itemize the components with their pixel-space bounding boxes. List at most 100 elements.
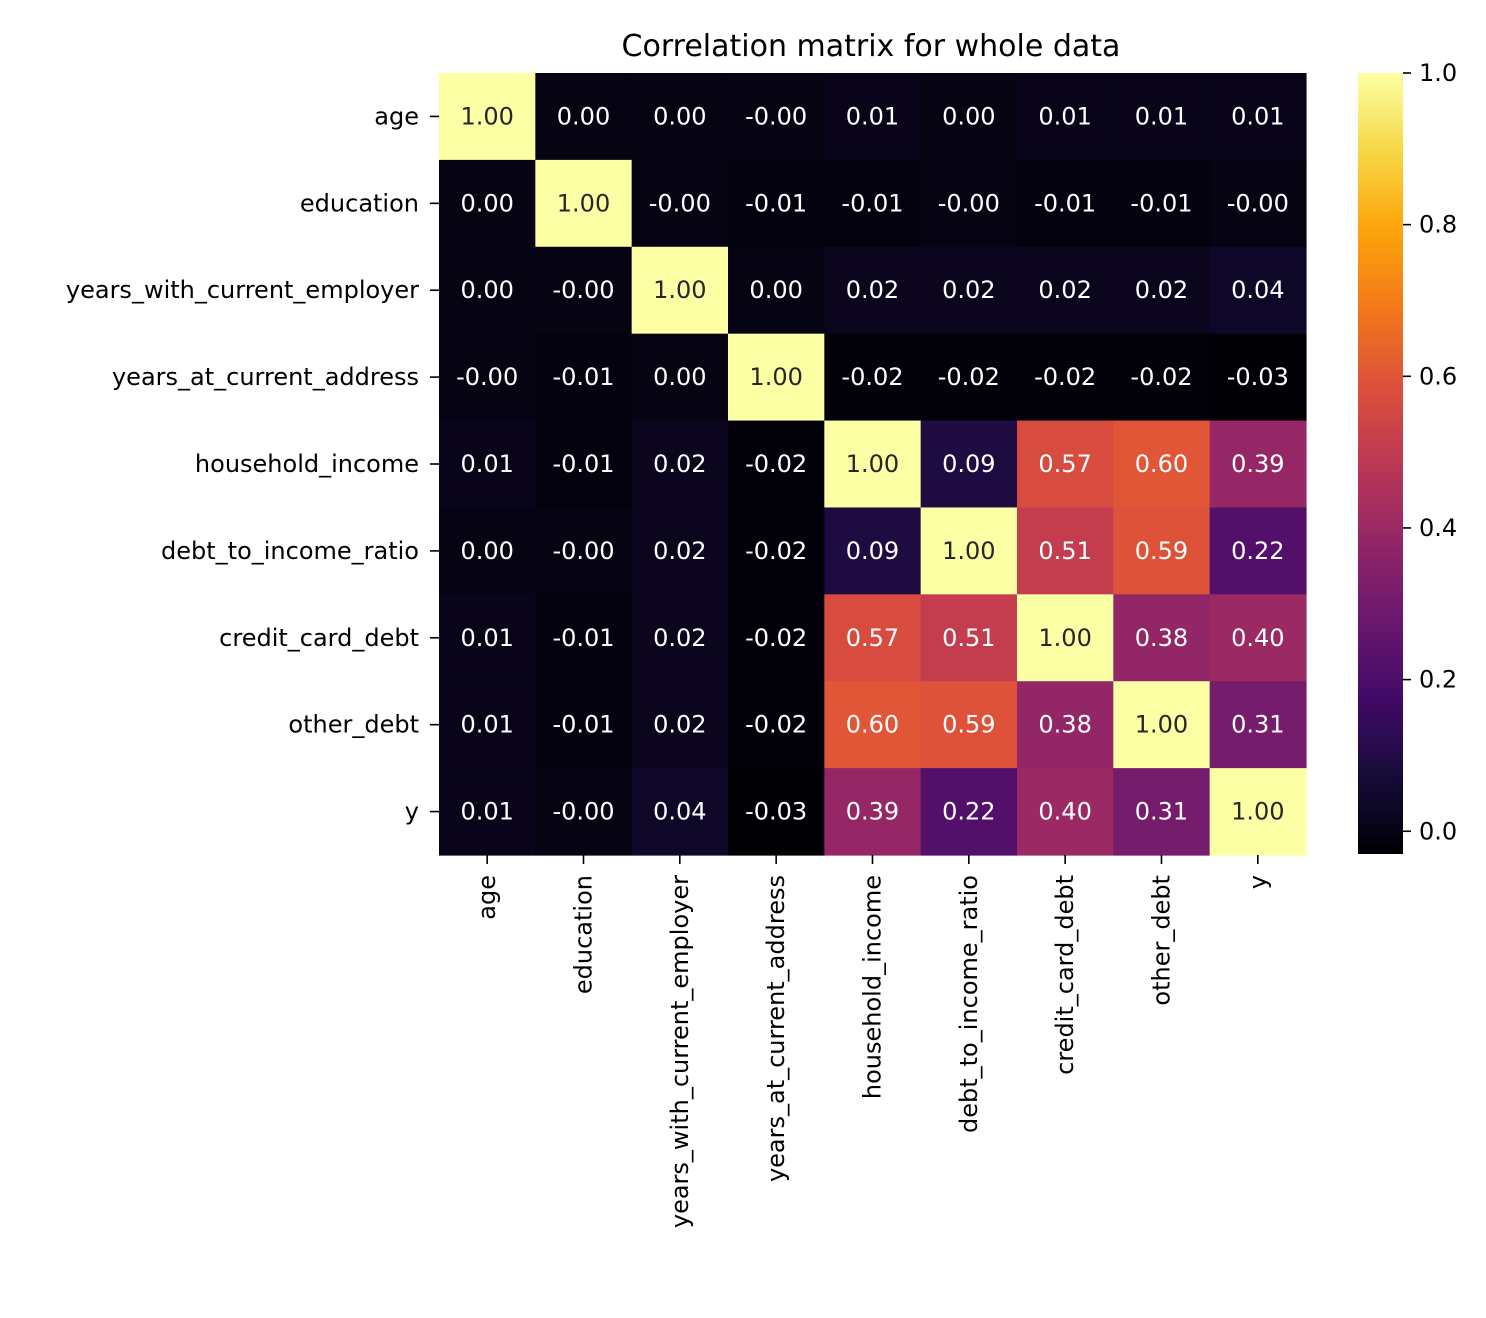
row-label-4: household_income <box>195 450 419 478</box>
heatmap-cell-4-4 <box>824 420 922 509</box>
heatmap-cell-5-8 <box>1209 507 1307 595</box>
cell-label-1-3: -0.01 <box>745 189 807 217</box>
cell-label-8-5: 0.22 <box>942 798 995 826</box>
column-label-3: years_at_current_address <box>762 875 790 1182</box>
heatmap-cell-6-2 <box>631 594 729 682</box>
cell-label-0-1: 0.00 <box>557 102 610 130</box>
cell-label-1-7: -0.01 <box>1130 189 1192 217</box>
row-label-6: credit_card_debt <box>219 624 419 652</box>
cell-label-8-7: 0.31 <box>1135 798 1188 826</box>
cell-label-6-0: 0.01 <box>460 624 513 652</box>
heatmap-cell-3-2 <box>631 333 729 422</box>
heatmap-cell-8-5 <box>920 768 1018 856</box>
heatmap-cell-4-2 <box>631 420 729 509</box>
cell-label-5-8: 0.22 <box>1231 537 1284 565</box>
heatmap-cell-0-3 <box>727 73 825 161</box>
cell-label-3-7: -0.02 <box>1130 363 1192 391</box>
heatmap-cell-6-4 <box>824 594 922 682</box>
cell-label-6-6: 1.00 <box>1038 624 1091 652</box>
heatmap-cell-1-0 <box>439 159 536 248</box>
heatmap-cell-7-1 <box>535 681 633 769</box>
cell-label-0-4: 0.01 <box>846 102 899 130</box>
cell-label-5-3: -0.02 <box>745 537 807 565</box>
cell-label-8-8: 1.00 <box>1231 798 1284 826</box>
heatmap-cell-3-7 <box>1113 333 1211 422</box>
cell-label-2-0: 0.00 <box>460 276 513 304</box>
row-label-0: age <box>374 102 419 130</box>
cell-label-3-3: 1.00 <box>749 363 802 391</box>
heatmap-cell-0-0 <box>439 73 536 161</box>
row-label-2: years_with_current_employer <box>66 276 419 304</box>
heatmap-cell-2-3 <box>727 246 825 335</box>
heatmap-cell-6-7 <box>1113 594 1211 682</box>
row-label-8: y <box>405 798 419 826</box>
row-label-5: debt_to_income_ratio <box>161 537 419 565</box>
cell-label-5-5: 1.00 <box>942 537 995 565</box>
cell-label-6-2: 0.02 <box>653 624 706 652</box>
row-label-7: other_debt <box>288 711 419 739</box>
colorbar-tick-label-5: 1.0 <box>1419 59 1457 87</box>
heatmap-cell-3-4 <box>824 333 922 422</box>
heatmap-cell-5-5 <box>920 507 1018 595</box>
cell-label-8-6: 0.40 <box>1038 798 1091 826</box>
heatmap-cell-5-3 <box>727 507 825 595</box>
cell-label-0-5: 0.00 <box>942 102 995 130</box>
cell-label-0-0: 1.00 <box>460 102 513 130</box>
cell-label-0-8: 0.01 <box>1231 102 1284 130</box>
cell-label-4-6: 0.57 <box>1038 450 1091 478</box>
colorbar-tick-label-2: 0.4 <box>1419 514 1457 542</box>
cell-label-0-3: -0.00 <box>745 102 807 130</box>
colorbar-tick-label-3: 0.6 <box>1419 362 1457 390</box>
cell-label-4-8: 0.39 <box>1231 450 1284 478</box>
heatmap-cell-3-5 <box>920 333 1018 422</box>
cell-label-4-0: 0.01 <box>460 450 513 478</box>
cell-label-1-6: -0.01 <box>1034 189 1096 217</box>
heatmap-cell-7-6 <box>1016 681 1114 769</box>
cell-label-7-3: -0.02 <box>745 711 807 739</box>
cell-label-3-1: -0.01 <box>552 363 614 391</box>
heatmap-cell-8-6 <box>1016 768 1114 856</box>
heatmap-cell-1-7 <box>1113 159 1211 248</box>
cell-label-4-5: 0.09 <box>942 450 995 478</box>
heatmap-cell-2-6 <box>1016 246 1114 335</box>
colorbar-tick-label-1: 0.2 <box>1419 666 1457 694</box>
heatmap-cell-1-5 <box>920 159 1018 248</box>
heatmap-cell-5-7 <box>1113 507 1211 595</box>
heatmap-cell-6-5 <box>920 594 1018 682</box>
cell-label-1-8: -0.00 <box>1227 189 1289 217</box>
heatmap-cell-7-0 <box>439 681 536 769</box>
heatmap-cell-6-3 <box>727 594 825 682</box>
cell-label-4-7: 0.60 <box>1135 450 1188 478</box>
cell-label-5-4: 0.09 <box>846 537 899 565</box>
cell-label-2-2: 1.00 <box>653 276 706 304</box>
cell-label-3-4: -0.02 <box>841 363 903 391</box>
cell-label-7-5: 0.59 <box>942 711 995 739</box>
heatmap-cell-4-3 <box>727 420 825 509</box>
heatmap-cell-7-2 <box>631 681 729 769</box>
heatmap-cell-6-0 <box>439 594 536 682</box>
cell-label-1-1: 1.00 <box>557 189 610 217</box>
cell-label-8-4: 0.39 <box>846 798 899 826</box>
column-label-5: debt_to_income_ratio <box>955 875 983 1133</box>
cell-label-2-1: -0.00 <box>552 276 614 304</box>
heatmap-cell-1-8 <box>1209 159 1307 248</box>
cell-label-3-5: -0.02 <box>938 363 1000 391</box>
heatmap-cell-8-4 <box>824 768 922 856</box>
cell-label-8-1: -0.00 <box>552 798 614 826</box>
column-label-1: education <box>569 875 597 994</box>
heatmap-cell-3-1 <box>535 333 633 422</box>
heatmap-cell-7-4 <box>824 681 922 769</box>
column-label-0: age <box>473 875 501 920</box>
row-label-3: years_at_current_address <box>112 363 419 391</box>
column-label-7: other_debt <box>1147 875 1175 1006</box>
cell-label-5-2: 0.02 <box>653 537 706 565</box>
cell-label-5-7: 0.59 <box>1135 537 1188 565</box>
cell-label-2-6: 0.02 <box>1038 276 1091 304</box>
heatmap-cell-7-5 <box>920 681 1018 769</box>
heatmap-cell-8-8 <box>1209 768 1307 856</box>
cell-label-0-7: 0.01 <box>1135 102 1188 130</box>
cell-label-6-1: -0.01 <box>552 624 614 652</box>
heatmap-cell-0-2 <box>631 73 729 161</box>
cell-label-7-4: 0.60 <box>846 711 899 739</box>
cell-label-1-5: -0.00 <box>938 189 1000 217</box>
